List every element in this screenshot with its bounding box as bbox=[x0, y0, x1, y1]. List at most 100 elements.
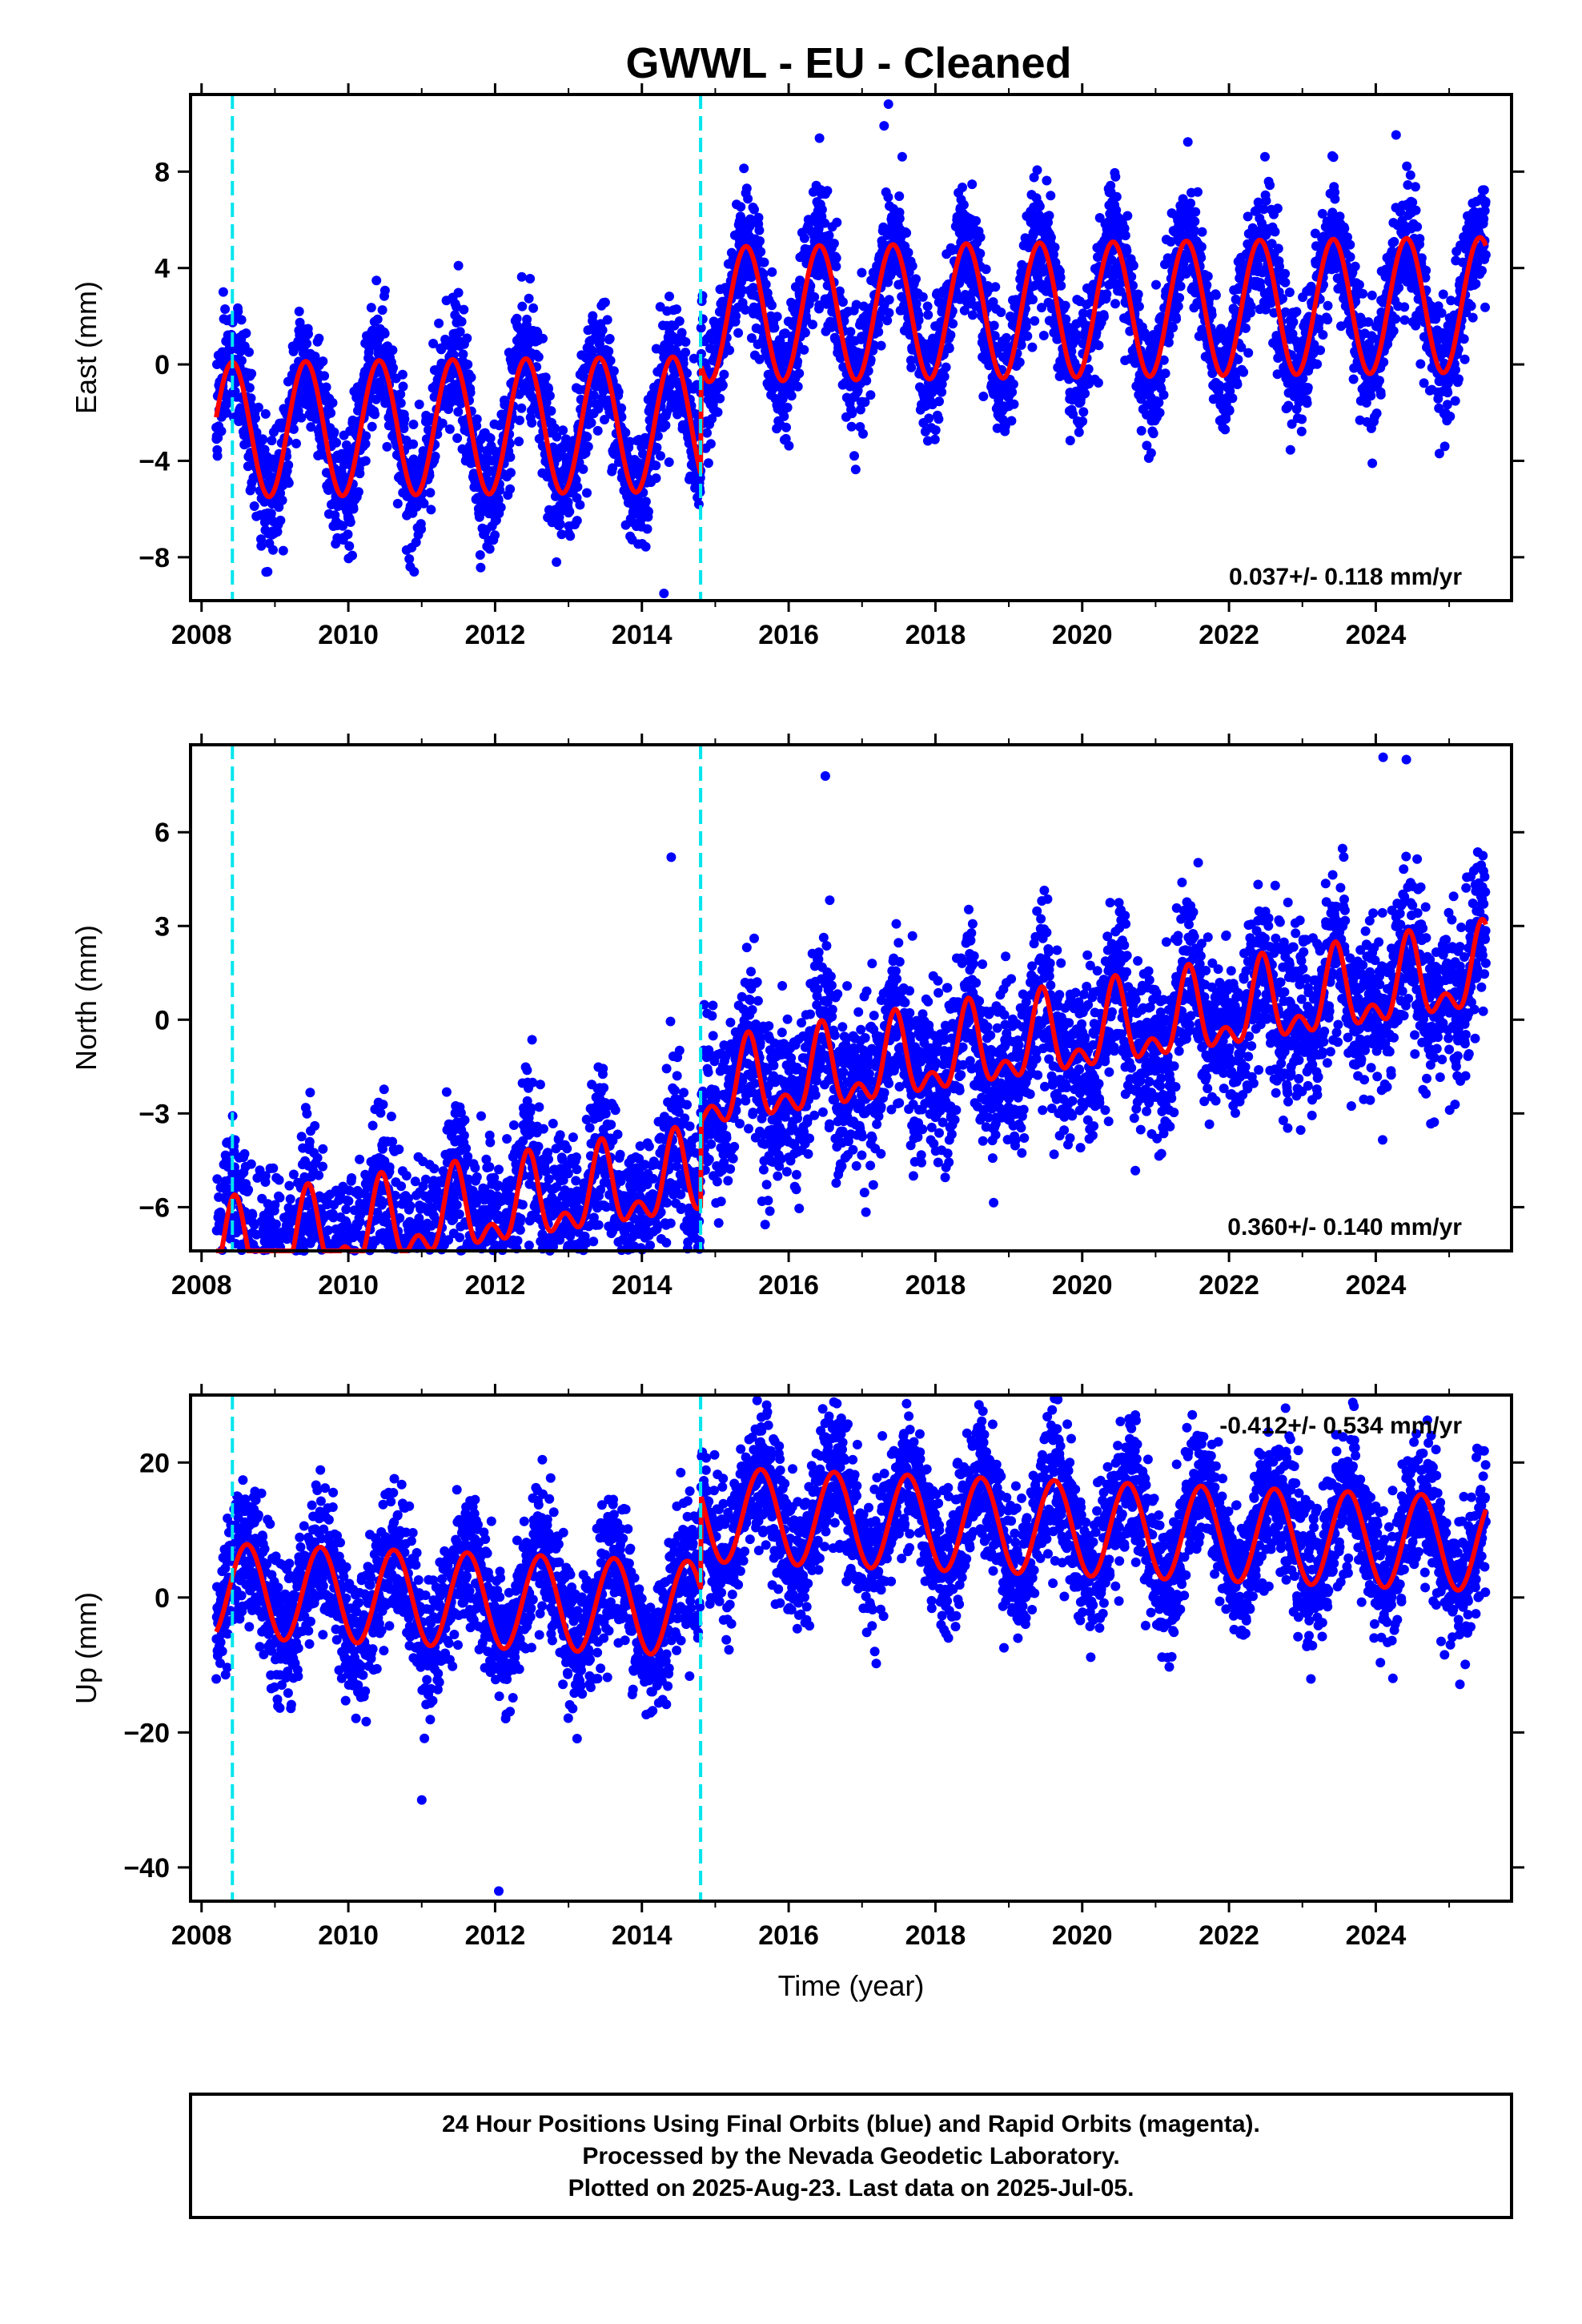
east-point bbox=[425, 488, 436, 498]
east-point bbox=[767, 267, 777, 277]
east-point bbox=[527, 418, 537, 428]
east-point bbox=[971, 215, 982, 226]
east-point bbox=[911, 274, 921, 284]
east-point bbox=[283, 478, 294, 489]
east-point bbox=[275, 515, 286, 525]
east-point bbox=[989, 320, 999, 331]
east-point bbox=[739, 163, 749, 174]
east-point bbox=[546, 406, 556, 416]
east-point bbox=[416, 524, 427, 534]
east-point bbox=[759, 257, 769, 267]
east-point bbox=[604, 346, 614, 356]
east-point bbox=[674, 316, 685, 326]
east-point bbox=[565, 531, 576, 541]
east-point bbox=[563, 497, 573, 508]
east-point bbox=[296, 412, 307, 423]
east-point bbox=[1021, 322, 1031, 332]
east-point bbox=[1094, 340, 1104, 351]
east-point bbox=[715, 393, 725, 404]
east-point bbox=[861, 376, 872, 386]
east-point bbox=[693, 499, 704, 509]
east-point bbox=[1056, 280, 1066, 291]
east-point bbox=[1197, 227, 1207, 237]
east-point bbox=[873, 327, 884, 337]
east-point bbox=[1154, 408, 1165, 418]
east-point bbox=[1402, 161, 1412, 171]
east-point bbox=[736, 202, 746, 212]
east-point bbox=[514, 436, 524, 447]
east-point bbox=[283, 460, 294, 470]
east-point bbox=[958, 199, 969, 210]
east-point bbox=[1182, 137, 1193, 147]
east-point bbox=[370, 409, 380, 420]
east-point bbox=[934, 414, 944, 424]
east-point bbox=[608, 366, 619, 376]
east-point bbox=[1080, 388, 1090, 399]
east-point bbox=[400, 414, 410, 424]
east-point bbox=[613, 387, 624, 397]
east-point bbox=[1193, 187, 1203, 197]
east-point bbox=[1297, 414, 1307, 424]
east-point bbox=[1345, 239, 1355, 250]
east-point bbox=[1002, 332, 1011, 343]
east-point bbox=[572, 482, 583, 492]
east-point bbox=[453, 407, 464, 417]
east-point bbox=[327, 398, 338, 408]
east-point bbox=[1273, 243, 1283, 254]
east-point bbox=[1315, 345, 1326, 356]
east-point bbox=[1412, 222, 1423, 232]
east-point bbox=[377, 305, 387, 316]
east-point bbox=[1399, 302, 1410, 312]
east-point bbox=[583, 441, 593, 452]
east-point bbox=[809, 292, 820, 302]
east-point bbox=[1174, 292, 1185, 303]
east-point bbox=[849, 451, 859, 461]
east-point bbox=[306, 422, 316, 432]
east-point bbox=[602, 315, 612, 325]
east-point bbox=[241, 328, 251, 339]
east-point bbox=[640, 541, 651, 552]
east-point bbox=[552, 557, 562, 567]
east-point bbox=[472, 414, 482, 424]
east-point bbox=[348, 504, 359, 514]
east-point bbox=[1240, 323, 1251, 333]
east-point bbox=[1239, 367, 1249, 377]
east-point bbox=[1399, 315, 1410, 325]
east-point bbox=[822, 186, 833, 196]
east-point bbox=[1008, 379, 1018, 389]
east-point bbox=[268, 545, 278, 555]
east-point bbox=[975, 248, 986, 259]
east-point bbox=[1032, 165, 1042, 175]
east-point bbox=[331, 437, 342, 448]
east-point bbox=[582, 432, 592, 442]
east-point bbox=[846, 421, 857, 432]
east-point bbox=[831, 261, 841, 271]
east-point bbox=[719, 369, 729, 380]
east-point bbox=[600, 297, 610, 308]
east-point bbox=[1009, 399, 1019, 409]
east-point bbox=[946, 330, 956, 340]
east-point bbox=[1191, 207, 1201, 217]
east-point bbox=[761, 279, 771, 290]
east-point bbox=[319, 371, 330, 381]
east-point bbox=[1055, 272, 1066, 283]
east-point bbox=[884, 308, 894, 318]
east-point bbox=[408, 420, 419, 429]
east-point bbox=[1243, 348, 1254, 358]
east-point bbox=[216, 426, 227, 436]
east-point bbox=[236, 356, 247, 366]
east-point bbox=[793, 381, 803, 392]
east-point bbox=[745, 214, 756, 224]
east-point bbox=[767, 300, 777, 311]
east-point bbox=[490, 530, 500, 541]
east-point bbox=[894, 213, 905, 223]
east-point bbox=[958, 183, 967, 192]
east-point bbox=[1158, 390, 1169, 400]
east-point bbox=[1098, 312, 1109, 322]
east-point bbox=[656, 451, 665, 461]
east-point bbox=[506, 468, 516, 478]
east-point bbox=[930, 425, 941, 436]
east-point bbox=[1060, 300, 1070, 311]
east-point bbox=[814, 133, 825, 143]
east-point bbox=[525, 274, 536, 283]
